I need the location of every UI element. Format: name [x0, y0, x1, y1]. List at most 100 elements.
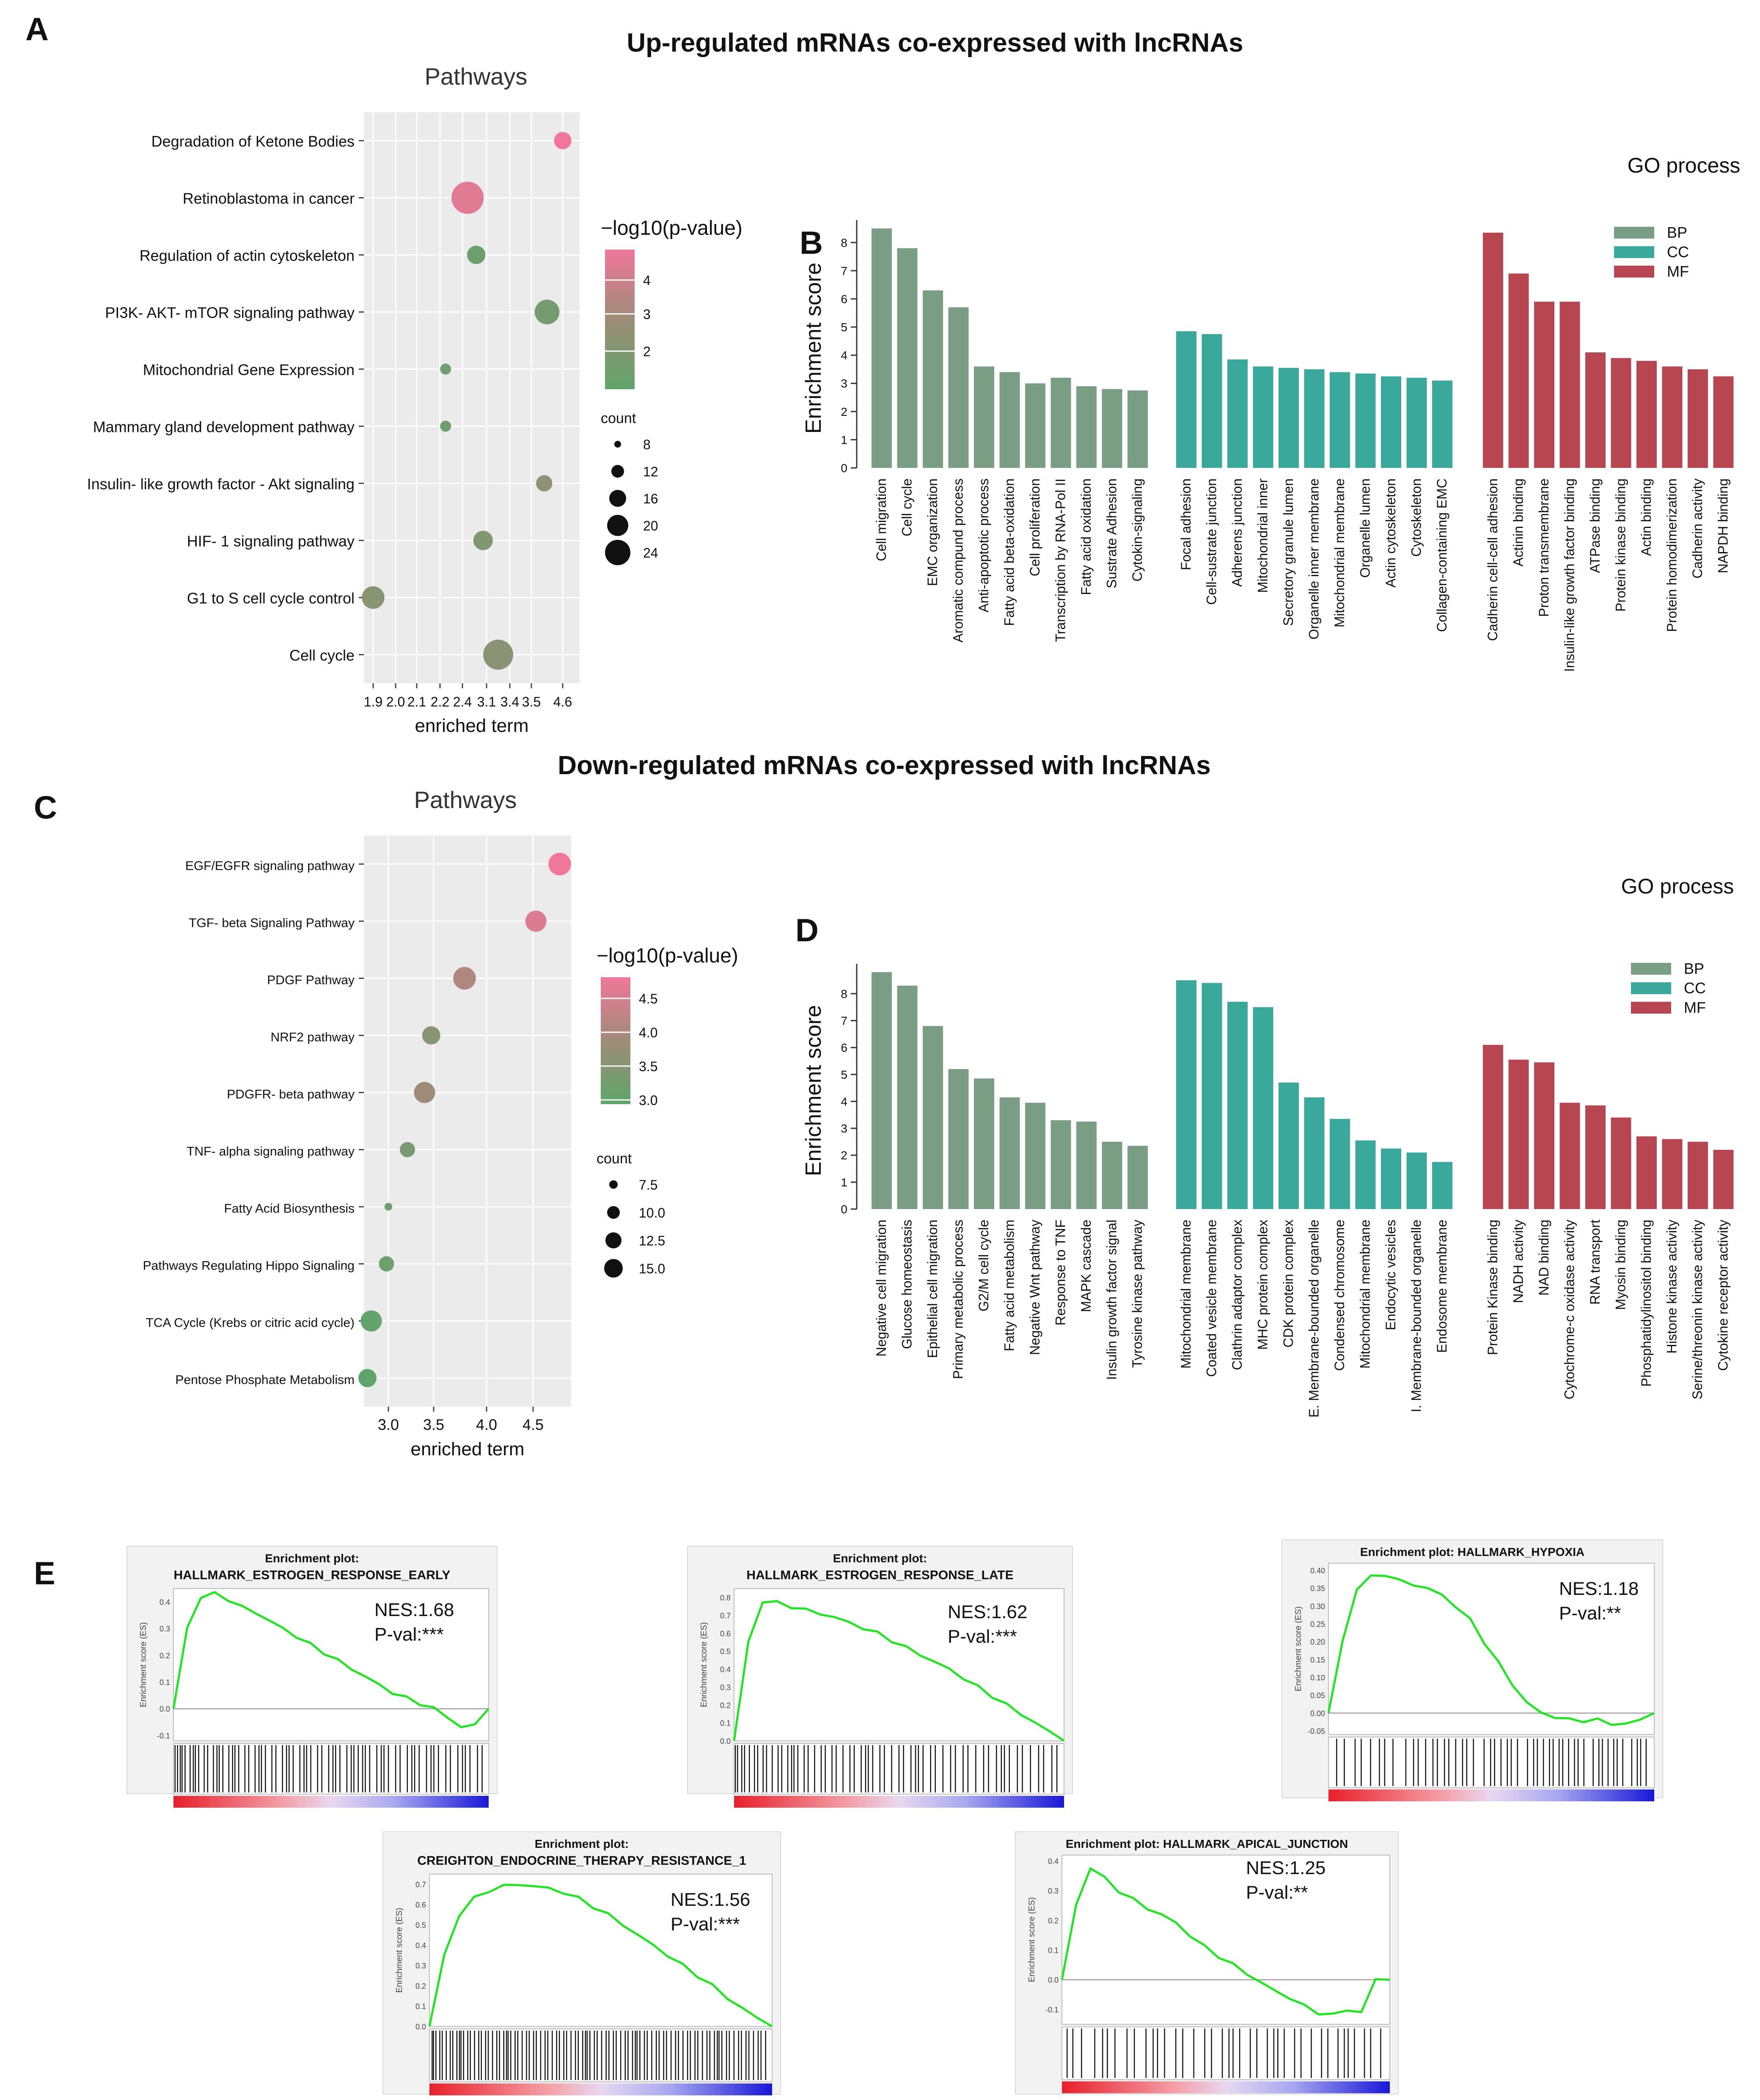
bar-cc	[1202, 334, 1222, 468]
x-axis-label: enriched term	[410, 1439, 524, 1460]
x-tick-label: 1.9	[364, 694, 382, 709]
bubble-point	[534, 300, 560, 324]
bar-mf	[1559, 1102, 1580, 1209]
bar-mf	[1688, 369, 1708, 468]
category-label: I. Membrane-bounded organelle	[1409, 1220, 1424, 1412]
es-tick-label: 0.3	[415, 1962, 426, 1970]
category-label: Myosin binding	[1613, 1220, 1628, 1310]
x-tick-label: 2.1	[407, 694, 426, 709]
panel-letter-b: B	[800, 225, 823, 261]
bar-mf	[1611, 1117, 1631, 1209]
bubble-point	[451, 181, 484, 214]
bar-cc	[1176, 980, 1196, 1209]
bar-bp	[923, 290, 943, 468]
category-label: Mitochondrial membrane	[1332, 478, 1347, 627]
bar-bp	[1128, 390, 1148, 468]
es-tick-label: 0.20	[1310, 1638, 1325, 1646]
bar-mf	[1636, 1136, 1657, 1209]
category-label: Cytokin-signaling	[1130, 478, 1145, 582]
es-tick-label: 0.2	[1048, 1916, 1059, 1925]
pval-value: P-val:***	[948, 1626, 1017, 1647]
go-title: GO process	[1628, 154, 1741, 177]
es-tick-label: 0.4	[415, 1941, 426, 1950]
es-tick-label: 0.8	[720, 1594, 731, 1602]
pathway-label: TCA Cycle (Krebs or citric acid cycle)	[146, 1316, 355, 1330]
pathway-label: Regulation of actin cytoskeleton	[140, 247, 355, 264]
bar-cc	[1202, 983, 1222, 1209]
bubble-point	[440, 363, 451, 375]
es-tick-label: 0.7	[720, 1612, 731, 1620]
bar-panel-d: GO process 0 1 2 3 4 5 6 7 8 Enrichment score Negat…	[801, 874, 1734, 1418]
bar-bp	[872, 228, 892, 468]
es-tick-label: 0.2	[160, 1652, 170, 1660]
es-tick-label: 0.00	[1310, 1709, 1325, 1718]
x-tick-label: 3.4	[500, 694, 519, 709]
category-label: MAPK cascade	[1078, 1220, 1094, 1312]
es-tick-label: 0.3	[720, 1683, 731, 1692]
pathway-label: PDGF Pathway	[267, 973, 355, 987]
color-legend-tick-label: 4.5	[639, 991, 657, 1006]
y-tick-label: 0	[841, 1203, 847, 1216]
bar-bp	[1025, 383, 1045, 468]
gsea-title-1: Enrichment plot:	[535, 1837, 629, 1850]
category-label: Focal adhesion	[1178, 478, 1194, 570]
pathway-label: Degradation of Ketone Bodies	[151, 133, 355, 150]
bar-cc	[1279, 1082, 1299, 1209]
y-tick-label: 3	[841, 377, 847, 390]
pathway-label: PDGFR- beta pathway	[227, 1088, 355, 1102]
gsea-plot: Enrichment plot: HALLMARK_ESTROGEN_RESPON…	[126, 1546, 498, 1808]
legend-label: MF	[1667, 263, 1689, 280]
es-curve	[1061, 1867, 1390, 2016]
x-tick-label: 4.6	[553, 694, 572, 709]
x-tick-label: 2.4	[453, 694, 472, 709]
bubble-point	[384, 1203, 393, 1211]
category-label: NAD binding	[1536, 1220, 1551, 1296]
es-axis-label: Enrichment score (ES)	[1027, 1897, 1037, 1982]
hit-area	[1328, 1737, 1655, 1788]
pval-value: P-val:**	[1246, 1882, 1308, 1903]
color-legend-tick-label: 3.5	[639, 1059, 657, 1074]
x-tick-label: 3.0	[378, 1416, 399, 1433]
es-tick-label: 0.1	[1048, 1946, 1059, 1955]
pathway-label: TNF- alpha signaling pathway	[187, 1145, 355, 1159]
bar-mf	[1508, 1059, 1529, 1209]
legend-swatch	[1614, 266, 1654, 278]
size-legend-dot	[614, 441, 621, 448]
es-tick-label: 0.3	[1048, 1887, 1059, 1895]
category-label: Actin cytoskeleton	[1383, 478, 1398, 588]
y-tick-label: 3	[841, 1122, 847, 1135]
es-plot-area	[429, 1874, 773, 2027]
category-label: Glucose homeostasis	[899, 1220, 915, 1349]
size-legend-label: 20	[643, 518, 658, 533]
bar-bp	[974, 1078, 994, 1209]
bar-mf	[1483, 232, 1503, 468]
bubble-point	[536, 475, 553, 492]
bubble-point	[379, 1256, 394, 1272]
nes-value: NES:1.56	[671, 1889, 750, 1910]
category-label: Cytokine receptor activity	[1716, 1220, 1731, 1371]
es-tick-label: -0.1	[1045, 2006, 1059, 2014]
color-legend-bar	[605, 250, 635, 389]
y-axis-label: Enrichment score	[801, 263, 826, 434]
gsea-title-1: Enrichment plot:	[833, 1552, 927, 1565]
es-tick-label: 0.1	[720, 1719, 731, 1728]
bar-cc	[1279, 368, 1299, 468]
section-down-title: Down-regulated mRNAs co-expressed with l…	[558, 751, 1210, 780]
es-plot-area	[173, 1588, 489, 1741]
bar-cc	[1330, 372, 1350, 468]
es-tick-label: 0.05	[1310, 1691, 1325, 1700]
panel-letter-c: C	[34, 790, 57, 826]
y-tick-label: 2	[841, 1149, 847, 1162]
legend-swatch	[1631, 1002, 1671, 1014]
pathway-label: TGF- beta Signaling Pathway	[189, 916, 355, 930]
y-tick-label: 1	[841, 433, 847, 446]
category-label: RNA transport	[1587, 1220, 1603, 1305]
category-label: NADH activity	[1511, 1220, 1526, 1303]
category-label: Protein kinase binding	[1613, 478, 1628, 612]
x-tick-label: 4.0	[476, 1416, 497, 1433]
size-legend-dot	[609, 1180, 618, 1189]
pathway-label: Retinoblastoma in cancer	[183, 190, 355, 207]
pval-value: P-val:**	[1559, 1603, 1621, 1624]
y-axis-label: Enrichment score	[801, 1005, 826, 1176]
